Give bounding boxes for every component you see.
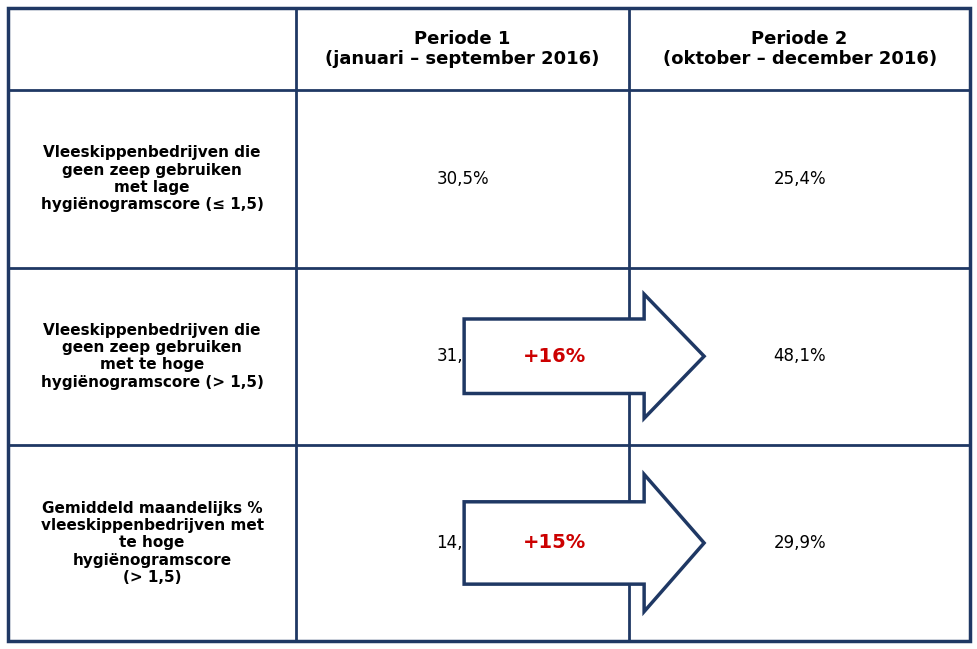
Text: +15%: +15% <box>522 533 585 552</box>
Text: 30,5%: 30,5% <box>436 170 488 188</box>
Text: Gemiddeld maandelijks %
vleeskippenbedrijven met
te hoge
hygiënogramscore
(> 1,5: Gemiddeld maandelijks % vleeskippenbedri… <box>40 500 264 585</box>
Polygon shape <box>464 474 703 611</box>
Text: Vleeskippenbedrijven die
geen zeep gebruiken
met lage
hygiënogramscore (≤ 1,5): Vleeskippenbedrijven die geen zeep gebru… <box>41 145 263 212</box>
Text: 14,7%: 14,7% <box>436 534 488 552</box>
Text: 25,4%: 25,4% <box>773 170 825 188</box>
Text: 29,9%: 29,9% <box>773 534 825 552</box>
Text: +16%: +16% <box>522 347 585 366</box>
Text: 48,1%: 48,1% <box>773 347 825 365</box>
Polygon shape <box>464 294 703 419</box>
Text: Periode 1
(januari – september 2016): Periode 1 (januari – september 2016) <box>325 30 599 69</box>
Text: Vleeskippenbedrijven die
geen zeep gebruiken
met te hoge
hygiënogramscore (> 1,5: Vleeskippenbedrijven die geen zeep gebru… <box>41 323 263 390</box>
Text: Periode 2
(oktober – december 2016): Periode 2 (oktober – december 2016) <box>661 30 936 69</box>
Text: 31,3%: 31,3% <box>436 347 488 365</box>
